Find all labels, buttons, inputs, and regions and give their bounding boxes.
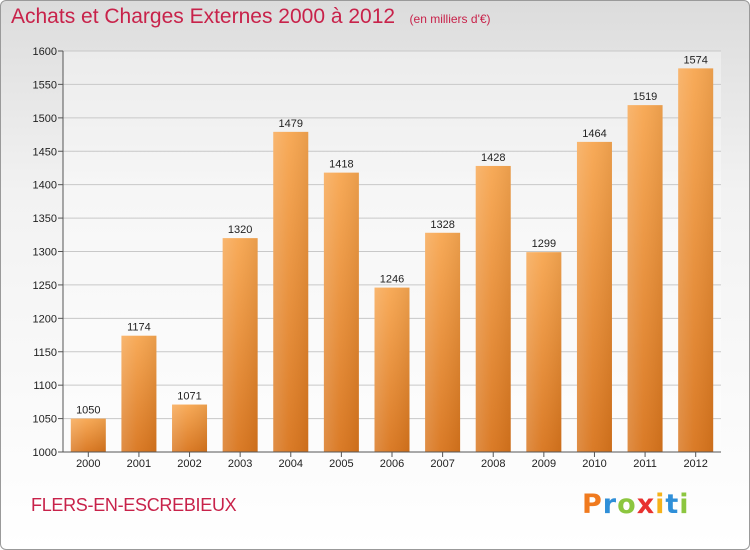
data-label: 1418 (329, 159, 353, 171)
bar-shading (323, 172, 359, 453)
y-tick-label: 1250 (33, 280, 57, 292)
logo-letter: o (617, 489, 637, 520)
bar-shading (627, 105, 663, 452)
logo-letter: t (665, 489, 680, 520)
x-tick-label: 2000 (76, 458, 100, 470)
x-tick-label: 2008 (481, 458, 505, 470)
x-tick-label: 2001 (127, 458, 151, 470)
y-tick-label: 1050 (33, 414, 57, 426)
y-tick-label: 1200 (33, 313, 57, 325)
chart-title: Achats et Charges Externes 2000 à 2012 (… (11, 5, 491, 29)
y-tick-label: 1100 (33, 380, 57, 392)
bar-shading (678, 68, 714, 453)
y-tick-label: 1500 (33, 113, 57, 125)
bar-shading (273, 131, 309, 452)
data-label: 1479 (279, 118, 303, 130)
x-tick-label: 2003 (228, 458, 252, 470)
x-tick-label: 2006 (380, 458, 404, 470)
y-tick-label: 1000 (33, 447, 57, 459)
logo-letter: r (602, 489, 618, 520)
title-main: Achats et Charges Externes 2000 à 2012 (11, 5, 396, 28)
data-label: 1328 (430, 219, 454, 231)
data-labels: 1050 1174 1071 1320 1479 1418 1246 1328 1428 1299… (76, 54, 708, 416)
x-tick-label: 2007 (430, 458, 454, 470)
x-tick-label: 2010 (582, 458, 606, 470)
y-tick-label: 1300 (33, 247, 57, 259)
data-label: 1071 (177, 391, 201, 403)
bar-shading (576, 141, 612, 453)
data-label: 1320 (228, 224, 252, 236)
data-label: 1464 (582, 128, 606, 140)
commune-name: FLERS-EN-ESCREBIEUX (31, 495, 237, 515)
x-tick-label: 2004 (279, 458, 303, 470)
bar-shading (475, 165, 511, 452)
y-axis-ticks: 1000 1050 1100 1150 1200 1250 1300 1350 1400 1450… (33, 46, 63, 459)
y-tick-label: 1600 (33, 46, 57, 58)
bars (70, 68, 714, 453)
bar-shading (526, 252, 562, 452)
bar-shading (121, 335, 157, 452)
data-label: 1519 (633, 91, 657, 103)
data-label: 1246 (380, 274, 404, 286)
bar-shading (425, 232, 461, 452)
logo-letter: i (679, 489, 690, 520)
y-tick-label: 1450 (33, 146, 57, 158)
x-tick-label: 2009 (532, 458, 556, 470)
data-label: 1574 (683, 54, 707, 66)
bar-shading (222, 238, 258, 452)
x-tick-label: 2005 (329, 458, 353, 470)
bar-shading (172, 404, 208, 452)
x-tick-label: 2012 (683, 458, 707, 470)
bar-shading (70, 418, 106, 452)
x-tick-label: 2002 (177, 458, 201, 470)
bar-shading (374, 287, 410, 452)
data-label: 1174 (127, 322, 151, 334)
logo-letter: x (636, 489, 656, 520)
data-label: 1428 (481, 152, 505, 164)
y-tick-label: 1400 (33, 180, 57, 192)
logo-letter: P (582, 489, 603, 520)
data-label: 1050 (76, 405, 100, 417)
y-tick-label: 1350 (33, 213, 57, 225)
x-tick-label: 2011 (633, 458, 657, 470)
proxiti-logo: Proxiti (582, 489, 690, 520)
title-unit: (en milliers d'€) (409, 12, 491, 26)
logo-letter: i (655, 489, 666, 520)
y-tick-label: 1150 (33, 347, 57, 359)
y-tick-label: 1550 (33, 79, 57, 91)
data-label: 1299 (532, 238, 556, 250)
x-axis-ticks: 2000 2001 2002 2003 2004 2005 2006 2007 2008 2009… (76, 452, 708, 470)
